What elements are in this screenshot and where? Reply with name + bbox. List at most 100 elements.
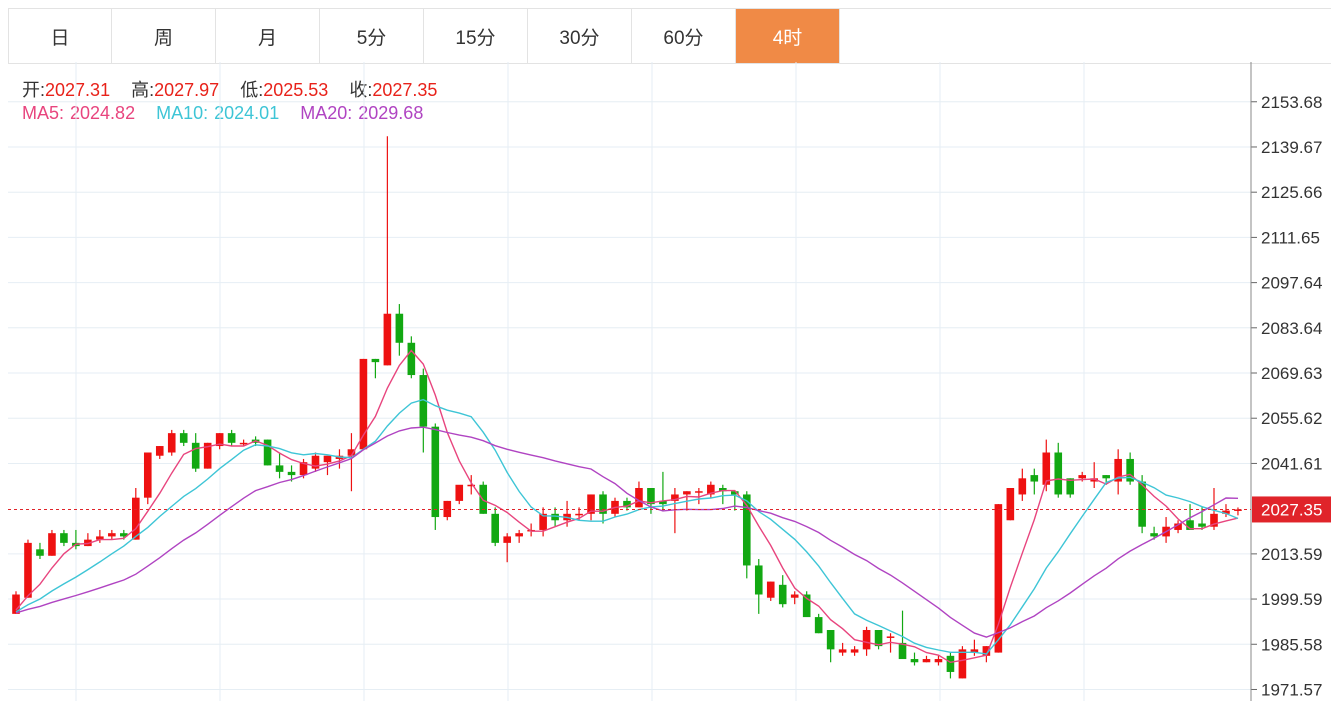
candle-up (587, 494, 595, 514)
tab-5min[interactable]: 5分 (320, 9, 424, 63)
candle-down (623, 500, 631, 508)
ma5-value: 2024.82 (70, 103, 136, 123)
candle-down (1150, 533, 1158, 537)
close-value: 2027.35 (372, 80, 438, 100)
open-value: 2027.31 (45, 80, 111, 100)
candle-down (60, 533, 68, 543)
candle-up (1210, 513, 1218, 527)
candle-up (299, 462, 308, 476)
candle-down (946, 655, 955, 672)
candle-down (778, 584, 787, 605)
candle-up (671, 494, 679, 501)
candle-up (311, 455, 320, 469)
candle-down (431, 426, 440, 518)
y-tick-label: 2111.65 (1261, 228, 1320, 247)
candle-up (359, 358, 368, 450)
ma5-label: MA5: (22, 103, 65, 123)
ma-readout: MA5: 2024.82 MA10: 2024.01 MA20: 2029.68 (22, 103, 429, 124)
candle-up (850, 649, 859, 653)
y-tick-label: 2097.64 (1261, 274, 1322, 293)
candle-up (455, 484, 464, 501)
candle-up (167, 433, 176, 453)
candle-down (1066, 478, 1075, 495)
candle-up (1006, 488, 1015, 521)
candle-up (934, 659, 943, 663)
candle-up (683, 491, 691, 495)
y-tick-label: 2013.59 (1261, 545, 1322, 564)
tab-4hour[interactable]: 4时 (736, 9, 840, 63)
y-tick-label: 2153.68 (1261, 93, 1322, 112)
candle-up (958, 649, 967, 679)
ma20-label: MA20: (300, 103, 353, 123)
period-tab-bar: 日 周 月 5分 15分 30分 60分 4时 (8, 8, 1331, 64)
candle-up (143, 452, 152, 498)
open-label: 开: (22, 80, 46, 100)
high-value: 2027.97 (154, 80, 220, 100)
candle-down (1126, 458, 1134, 482)
tab-60min[interactable]: 60分 (632, 9, 736, 63)
candle-up (24, 542, 32, 598)
low-label: 低: (240, 80, 264, 100)
candle-down (263, 439, 272, 466)
candle-down (419, 375, 428, 427)
candle-down (275, 465, 284, 472)
y-tick-label: 2069.63 (1261, 364, 1322, 383)
candle-up (1042, 452, 1051, 485)
candle-down (898, 642, 907, 660)
candle-down (826, 630, 835, 650)
candle-down (191, 442, 200, 469)
candle-up (383, 313, 392, 366)
candle-down (371, 358, 380, 363)
ma10-label: MA10: (156, 103, 209, 123)
candle-up (862, 630, 871, 650)
candle-down (742, 494, 751, 566)
candle-up (994, 504, 1003, 653)
candle-up (1174, 523, 1182, 530)
candlestick-chart[interactable]: 2153.68 2139.67 2125.66 2111.65 2097.64 2083.… (0, 62, 1331, 701)
candle-down (659, 500, 667, 505)
candle-down (1054, 452, 1063, 495)
high-label: 高: (131, 80, 155, 100)
ma5-line (15, 349, 1239, 664)
candle-up (239, 442, 248, 445)
candle-up (886, 636, 895, 638)
candle-up (766, 581, 775, 598)
candle-up (96, 536, 104, 540)
ma10-value: 2024.01 (214, 103, 280, 123)
ma10-line (15, 398, 1239, 655)
tab-week[interactable]: 周 (112, 9, 216, 63)
candle-up (347, 449, 356, 456)
candle-up (12, 594, 20, 614)
candle-up (503, 536, 511, 543)
y-tick-label: 2139.67 (1261, 138, 1322, 157)
candle-down (1198, 523, 1206, 527)
candle-up (1222, 510, 1230, 514)
candle-down (120, 533, 128, 537)
candle-up (323, 455, 332, 463)
candle-up (108, 533, 116, 537)
tab-15min[interactable]: 15分 (424, 9, 528, 63)
candle-up (132, 497, 140, 540)
candle-down (179, 433, 188, 443)
y-tick-label: 1985.58 (1261, 635, 1322, 654)
candle-up (707, 484, 715, 495)
candle-down (1030, 475, 1039, 482)
candle-up (695, 491, 703, 493)
y-tick-label: 2055.62 (1261, 409, 1322, 428)
candle-down (814, 617, 823, 634)
candle-up (1078, 475, 1087, 479)
candle-up (922, 659, 931, 663)
candle-up (515, 533, 523, 537)
candle-down (910, 659, 919, 663)
candle-up (1114, 458, 1122, 482)
y-tick-label: 2125.66 (1261, 183, 1322, 202)
candle-up (155, 446, 164, 456)
ma20-line (15, 426, 1239, 638)
tab-month[interactable]: 月 (216, 9, 320, 63)
ohlc-readout: 开:2027.31 高:2027.97 低:2025.53 收:2027.35 (22, 76, 443, 102)
candle-up (1090, 478, 1098, 482)
candle-down (647, 488, 655, 505)
low-value: 2025.53 (263, 80, 329, 100)
tab-day[interactable]: 日 (8, 9, 112, 63)
tab-30min[interactable]: 30分 (528, 9, 632, 63)
